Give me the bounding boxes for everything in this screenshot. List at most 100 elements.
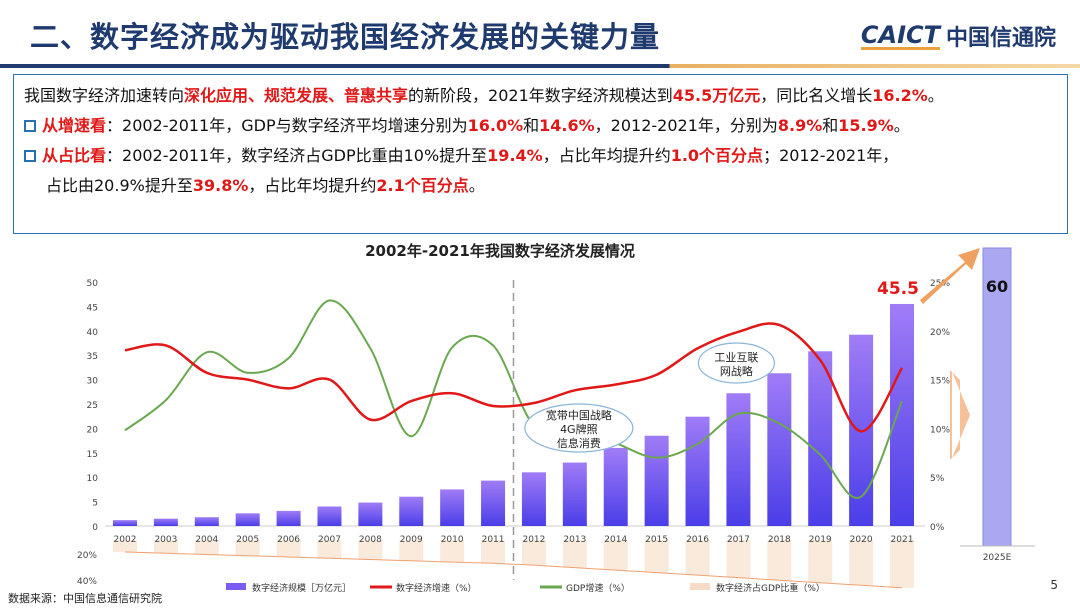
summary-text: 的新阶段，2021年数字经济规模达到 — [408, 86, 673, 105]
left-axis-tick: 10 — [87, 474, 99, 484]
summary-text: 39.8% — [192, 176, 249, 195]
x-axis-tick: 2002 — [114, 535, 137, 545]
summary-text: ：2002-2011年，GDP与数字经济平均增速分别为 — [106, 116, 468, 135]
left-axis-tick: 0 — [92, 523, 98, 533]
summary-text: 占比由20.9%提升至 — [46, 176, 193, 195]
share-bar — [481, 540, 506, 564]
share-bar — [890, 540, 914, 588]
share-bar — [317, 540, 342, 559]
annotation-bubble — [524, 403, 634, 453]
annotation-text: 宽带中国战略 — [546, 408, 612, 422]
summary-text: ；2012-2021年， — [763, 146, 899, 165]
scale-bar — [194, 517, 219, 526]
annotation-text: 工业互联 — [714, 351, 758, 364]
x-axis-tick: 2018 — [768, 535, 791, 545]
summary-text: 从占比看 — [42, 146, 107, 165]
x-axis-tick: 2008 — [359, 535, 382, 545]
scale-bar — [235, 513, 260, 526]
share-bar — [440, 540, 465, 563]
left-axis-tick: 25 — [87, 401, 98, 411]
scale-bar — [521, 472, 546, 526]
share-bar — [726, 540, 751, 578]
left-axis-tick: 30 — [87, 377, 99, 387]
share-bar — [153, 540, 178, 554]
left-axis-tick: 40 — [87, 328, 99, 338]
page-title: 二、数字经济成为驱动我国经济发展的关键力量 — [30, 20, 661, 54]
scale-bar — [276, 510, 301, 526]
summary-text: 和 — [822, 116, 839, 135]
summary-text: 。 — [927, 86, 944, 105]
bullet-square-icon — [24, 120, 36, 132]
legend-label: 数字经济规模［万亿元］ — [252, 582, 351, 594]
summary-text: 14.6% — [539, 116, 595, 135]
x-axis-tick: 2014 — [604, 535, 627, 545]
share-bar — [685, 540, 710, 576]
summary-text: 1.0个百分点 — [670, 146, 764, 165]
x-axis-tick: 2005 — [236, 535, 259, 545]
share-bar — [235, 540, 260, 556]
scale-bar — [726, 393, 751, 526]
legend-label: 数字经济占GDP比重（%） — [716, 582, 825, 594]
annotation-text: 4G牌照 — [560, 422, 598, 436]
share-bar — [521, 540, 546, 566]
summary-text: 2.1个百分点 — [376, 176, 469, 195]
summary-text: 和 — [523, 116, 540, 135]
forecast-bar — [982, 247, 1012, 547]
x-axis-tick: 2017 — [727, 535, 750, 545]
summary-text: 19.4% — [487, 146, 543, 165]
summary-text: ，占比年均提升约 — [248, 176, 377, 195]
legend-label: GDP增速（%） — [566, 582, 630, 594]
scale-bar — [399, 496, 424, 526]
scale-bar — [890, 303, 914, 526]
right-axis-tick: 10% — [930, 425, 950, 435]
summary-text: 。 — [468, 176, 485, 195]
x-axis-tick: 2021 — [891, 535, 914, 545]
summary-box: 我国数字经济加速转向深化应用、规范发展、普惠共享的新阶段，2021年数字经济规模… — [13, 74, 1068, 234]
share-bar — [399, 540, 424, 561]
scale-bar — [317, 506, 342, 526]
x-axis-tick: 2007 — [318, 535, 341, 545]
share-bar — [113, 540, 137, 552]
share-bar — [194, 540, 219, 555]
summary-text: 16.0% — [467, 116, 524, 135]
scale-bar — [603, 447, 628, 526]
forward-arrow-icon — [950, 370, 970, 460]
legend-swatch — [226, 583, 246, 590]
share-bar — [358, 540, 383, 560]
summary-text: 深化应用、规范发展、普惠共享 — [184, 86, 409, 105]
annotation-text: 信息消费 — [557, 436, 601, 450]
summary-p1: 我国数字经济加速转向深化应用、规范发展、普惠共享的新阶段，2021年数字经济规模… — [24, 81, 1057, 111]
summary-text: ：2002-2011年，数字经济占GDP比重由10%提升至 — [106, 146, 488, 165]
x-axis-tick: 2013 — [563, 535, 586, 545]
summary-text: ，占比年均提升约 — [542, 146, 671, 165]
share-bar — [808, 540, 833, 583]
left-axis-tick: 45 — [87, 303, 98, 313]
summary-text: ，2012-2021年，分别为 — [594, 116, 778, 135]
x-axis-tick: 2020 — [850, 535, 873, 545]
data-label-2021: 45.5 — [877, 279, 919, 299]
scale-bar — [113, 520, 137, 526]
scale-bar — [644, 435, 669, 526]
summary-text: ，同比名义增长 — [760, 86, 873, 105]
left-axis-tick: 20 — [87, 425, 99, 435]
share-bar — [603, 540, 628, 571]
legend-label: 数字经济增速（%） — [396, 582, 477, 594]
left-axis-tick: 15 — [87, 450, 98, 460]
scale-bar — [153, 518, 178, 526]
x-axis-tick: 2019 — [809, 535, 832, 545]
header-divider — [0, 64, 1080, 68]
lower-axis-tick: 40% — [77, 577, 97, 587]
annotation-text: 网战略 — [720, 364, 753, 378]
left-axis-tick: 35 — [87, 352, 98, 362]
x-axis-tick: 2010 — [441, 535, 464, 545]
lower-axis-tick: 20% — [77, 551, 97, 561]
gdp-growth-line — [124, 299, 903, 500]
growth-arrow-icon — [920, 248, 980, 304]
scale-bar — [808, 351, 833, 526]
x-axis-tick: 2011 — [482, 535, 505, 545]
right-axis-tick: 0% — [930, 523, 945, 533]
share-bar — [276, 540, 301, 558]
right-axis-tick: 5% — [930, 474, 945, 484]
share-bar — [767, 540, 792, 581]
summary-text: 8.9% — [777, 116, 823, 135]
